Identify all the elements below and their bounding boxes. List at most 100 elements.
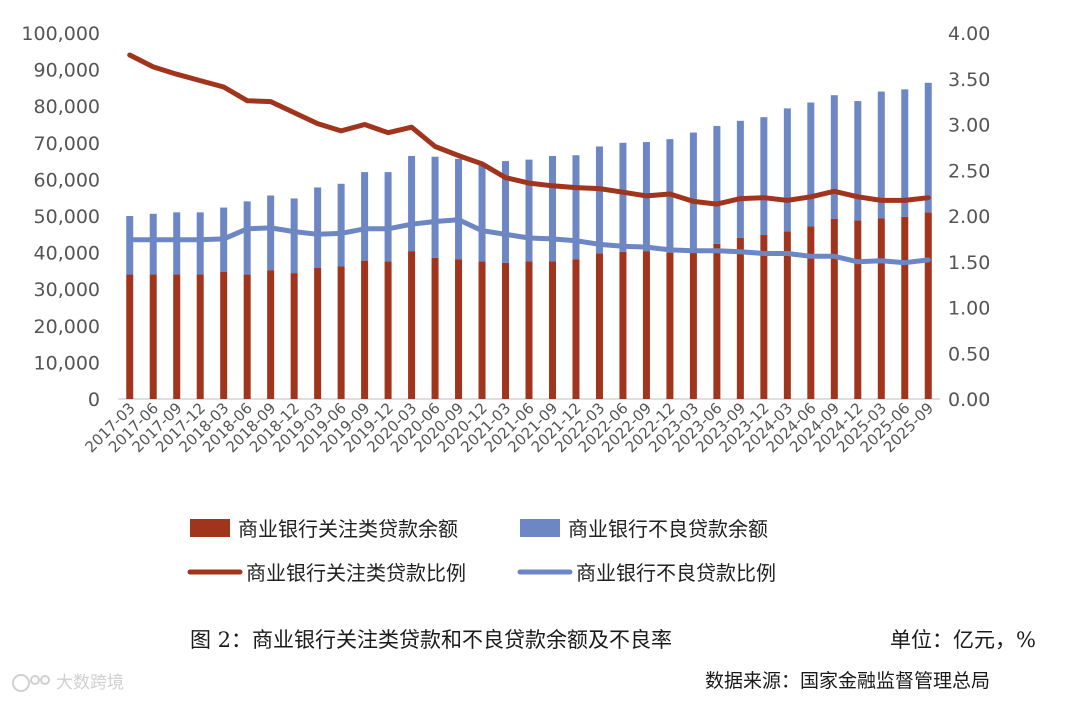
line-npl-ratio [127,217,931,266]
bar-npl-balance [126,216,134,275]
bar-npl-balance [877,91,885,219]
y-left-tick-label: 50,000 [34,206,100,228]
bar-attention-balance [502,262,510,399]
bar-npl-balance [807,102,815,227]
bar-attention-balance [196,274,204,399]
bar-attention-balance [126,274,134,399]
y-right-tick-label: 1.50 [948,252,990,274]
bar-attention-balance [431,257,439,399]
y-right-tick-label: 0.00 [948,389,990,411]
bar-attention-balance [173,274,181,399]
bar-attention-balance [877,218,885,399]
bar-npl-balance [502,161,510,263]
bar-npl-balance [290,198,298,274]
bar-attention-balance [642,251,650,399]
legend-label: 商业银行关注类贷款余额 [238,517,458,541]
bar-attention-balance [525,261,533,399]
bar-npl-balance [431,156,439,258]
bar-npl-balance [901,89,909,217]
legend-label: 商业银行不良贷款比例 [576,561,776,585]
legend-label: 商业银行关注类贷款比例 [246,561,466,585]
bar-attention-balance [595,253,603,399]
bar-npl-balance [619,142,627,252]
bar-npl-balance [572,155,580,260]
y-right-tick-label: 2.50 [948,160,990,182]
bar-npl-balance [314,187,322,268]
y-right-tick-label: 2.00 [948,206,990,228]
bar-attention-balance [478,261,486,399]
y-right-tick-label: 4.00 [948,23,990,45]
bar-npl-balance [243,201,251,275]
bar-npl-balance [525,159,533,262]
bar-npl-balance [760,117,768,236]
bar-attention-balance [314,267,322,399]
bar-npl-balance [267,195,275,271]
bar-npl-balance [149,213,157,275]
bar-npl-balance [196,212,204,275]
bar-attention-balance [901,216,909,399]
y-right-tick-label: 3.50 [948,69,990,91]
y-right-tick-label: 1.00 [948,298,990,320]
bar-attention-balance [854,220,862,399]
y-left-tick-label: 20,000 [34,316,100,338]
bar-attention-balance [783,231,791,399]
bar-attention-balance [408,251,416,399]
bar-npl-balance [384,172,392,262]
bar-attention-balance [384,261,392,399]
y-left-tick-label: 10,000 [34,352,100,374]
bar-npl-balance [783,108,791,232]
bar-npl-balance [736,120,744,238]
bar-npl-balance [408,155,416,252]
bar-attention-balance [361,260,369,399]
bar-attention-balance [149,274,157,399]
y-right-tick-label: 0.50 [948,343,990,365]
y-left-tick-label: 90,000 [34,60,100,82]
bar-attention-balance [220,271,228,399]
data-source: 数据来源：国家金融监督管理总局 [705,670,991,692]
bar-npl-balance [337,183,345,267]
y-left-tick-label: 60,000 [34,169,100,191]
bar-npl-balance [854,101,862,221]
bar-attention-balance [337,266,345,399]
bar-npl-balance [924,82,932,213]
watermark-logo-icon [12,674,50,692]
y-left-tick-label: 40,000 [34,243,100,265]
y-left-tick-label: 70,000 [34,133,100,155]
bar-npl-balance [689,132,697,253]
bar-attention-balance [830,218,838,399]
bar-npl-balance [830,95,838,219]
bar-attention-balance [243,274,251,399]
legend-swatch [520,519,560,537]
bar-attention-balance [807,226,815,399]
bar-attention-balance [736,237,744,399]
bar-attention-balance [455,259,463,399]
y-left-tick-label: 0 [88,389,100,411]
watermark: 大数跨境 [12,668,124,694]
y-left-tick-label: 30,000 [34,279,100,301]
bar-npl-balance [595,146,603,254]
bar-attention-balance [666,252,674,399]
bar-npl-balance [361,172,369,261]
bar-npl-balance [548,155,556,262]
bar-attention-balance [760,235,768,399]
bar-npl-balance [173,212,181,275]
y-right-tick-label: 3.00 [948,115,990,137]
bar-npl-balance [455,158,463,260]
legend-swatch [190,519,230,537]
bar-attention-balance [267,270,275,399]
line-attention-ratio [127,52,931,207]
chart: 0 10,000 20,000 30,000 40,000 50,000 60,000 70,… [21,23,990,585]
bar-npl-balance [713,125,721,244]
y-left-tick-label: 80,000 [34,96,100,118]
bar-attention-balance [548,261,556,399]
y-left-tick-label: 100,000 [21,23,100,45]
legend-label: 商业银行不良贷款余额 [568,517,768,541]
bar-attention-balance [689,252,697,399]
bar-npl-balance [478,164,486,262]
watermark-text: 大数跨境 [56,673,124,693]
bar-attention-balance [572,259,580,399]
bar-attention-balance [619,251,627,399]
unit-label: 单位：亿元，% [890,628,1036,652]
bar-attention-balance [713,243,721,399]
bar-attention-balance [290,273,298,399]
